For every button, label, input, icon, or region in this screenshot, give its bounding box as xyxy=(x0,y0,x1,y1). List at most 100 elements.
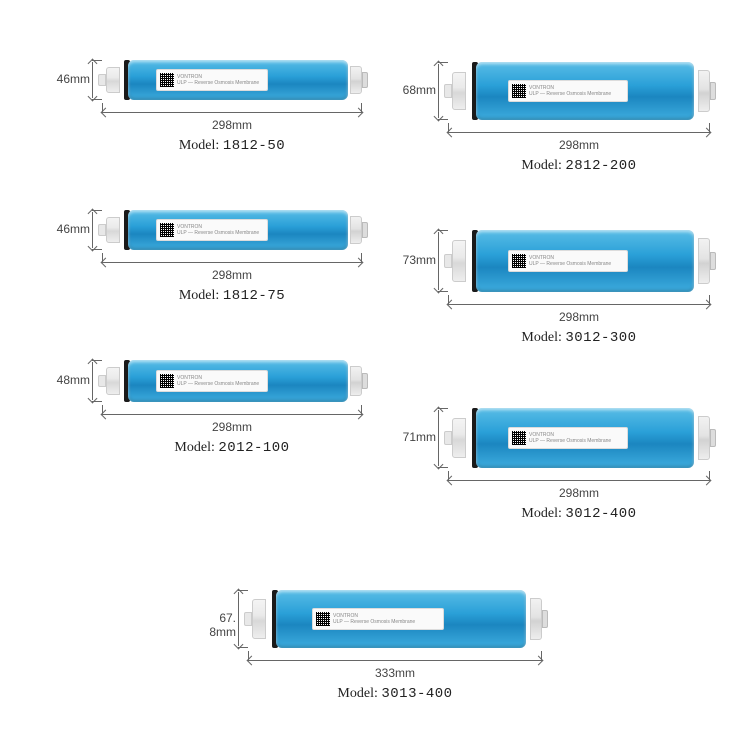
right-cap xyxy=(530,598,542,640)
left-cap xyxy=(452,418,466,458)
width-label: 298mm xyxy=(448,310,710,324)
label-text: VONTRONULP — Reverse Osmosis Membrane xyxy=(333,613,415,625)
height-label: 73mm xyxy=(392,253,436,267)
cartridge: VONTRONULP — Reverse Osmosis Membrane xyxy=(106,210,362,250)
filter-item-1812-75: 46mm VONTRONULP — Reverse Osmosis Membran… xyxy=(52,210,368,320)
model-prefix: Model: xyxy=(174,440,214,455)
width-dimension: 298mm xyxy=(448,476,710,500)
filter-item-2012-100: 48mm VONTRONULP — Reverse Osmosis Membran… xyxy=(52,360,368,472)
product-label: VONTRONULP — Reverse Osmosis Membrane xyxy=(312,608,444,630)
filter-item-3012-300: 73mm VONTRONULP — Reverse Osmosis Membran… xyxy=(398,230,716,362)
model-label: Model: 1812-75 xyxy=(102,288,362,304)
left-cap xyxy=(452,72,466,110)
right-nub xyxy=(710,82,716,100)
height-label: 46mm xyxy=(46,222,90,236)
label-text: VONTRONULP — Reverse Osmosis Membrane xyxy=(177,74,259,86)
height-label: 71mm xyxy=(392,430,436,444)
left-cap xyxy=(106,67,120,93)
product-label: VONTRONULP — Reverse Osmosis Membrane xyxy=(508,427,628,449)
right-nub xyxy=(710,252,716,270)
label-text: VONTRONULP — Reverse Osmosis Membrane xyxy=(529,85,611,97)
label-text: VONTRONULP — Reverse Osmosis Membrane xyxy=(529,255,611,267)
filter-item-3013-400: 67. 8mm VONTRONULP — Reverse Osmosis Memb… xyxy=(198,590,548,718)
height-dimension: 46mm xyxy=(52,210,102,250)
left-nub xyxy=(444,431,452,445)
width-label: 298mm xyxy=(102,420,362,434)
height-label: 67. 8mm xyxy=(192,611,236,639)
width-label: 333mm xyxy=(248,666,542,680)
right-nub xyxy=(710,429,716,447)
product-label: VONTRONULP — Reverse Osmosis Membrane xyxy=(508,80,628,102)
qr-code-icon xyxy=(160,374,174,388)
right-nub xyxy=(542,610,548,628)
model-value: 1812-50 xyxy=(223,138,285,154)
model-value: 3013-400 xyxy=(381,686,452,702)
label-text: VONTRONULP — Reverse Osmosis Membrane xyxy=(177,375,259,387)
model-prefix: Model: xyxy=(521,330,561,345)
height-label: 68mm xyxy=(392,83,436,97)
width-dimension: 298mm xyxy=(448,300,710,324)
right-cap xyxy=(698,238,710,284)
left-nub xyxy=(98,375,106,387)
qr-code-icon xyxy=(316,612,330,626)
right-nub xyxy=(362,72,368,88)
width-label: 298mm xyxy=(102,268,362,282)
right-cap xyxy=(350,216,362,244)
right-cap xyxy=(698,70,710,112)
height-dimension: 67. 8mm xyxy=(198,590,248,648)
width-dimension: 333mm xyxy=(248,656,542,680)
cartridge: VONTRONULP — Reverse Osmosis Membrane xyxy=(106,360,362,402)
height-dimension: 73mm xyxy=(398,230,448,292)
qr-code-icon xyxy=(512,254,526,268)
width-dimension: 298mm xyxy=(102,108,362,132)
height-label: 46mm xyxy=(46,72,90,86)
model-label: Model: 2012-100 xyxy=(102,440,362,456)
cartridge: VONTRONULP — Reverse Osmosis Membrane xyxy=(452,62,710,120)
left-nub xyxy=(444,254,452,268)
product-label: VONTRONULP — Reverse Osmosis Membrane xyxy=(156,69,268,91)
height-dimension: 48mm xyxy=(52,360,102,402)
model-label: Model: 3012-300 xyxy=(448,330,710,346)
width-label: 298mm xyxy=(448,486,710,500)
height-dimension: 46mm xyxy=(52,60,102,100)
width-dimension: 298mm xyxy=(102,258,362,282)
filter-item-3012-400: 71mm VONTRONULP — Reverse Osmosis Membran… xyxy=(398,408,716,538)
width-dimension: 298mm xyxy=(102,410,362,434)
height-dimension: 71mm xyxy=(398,408,448,468)
model-value: 2812-200 xyxy=(565,158,636,174)
label-text: VONTRONULP — Reverse Osmosis Membrane xyxy=(529,432,611,444)
model-label: Model: 1812-50 xyxy=(102,138,362,154)
left-nub xyxy=(98,224,106,236)
model-prefix: Model: xyxy=(179,288,219,303)
left-nub xyxy=(98,74,106,86)
cartridge: VONTRONULP — Reverse Osmosis Membrane xyxy=(106,60,362,100)
filter-item-2812-200: 68mm VONTRONULP — Reverse Osmosis Membran… xyxy=(398,62,716,190)
cartridge: VONTRONULP — Reverse Osmosis Membrane xyxy=(252,590,542,648)
right-cap xyxy=(350,66,362,94)
model-prefix: Model: xyxy=(337,686,377,701)
model-prefix: Model: xyxy=(521,158,561,173)
product-label: VONTRONULP — Reverse Osmosis Membrane xyxy=(508,250,628,272)
model-value: 3012-400 xyxy=(565,506,636,522)
left-nub xyxy=(444,84,452,98)
width-label: 298mm xyxy=(102,118,362,132)
model-label: Model: 3013-400 xyxy=(248,686,542,702)
model-prefix: Model: xyxy=(521,506,561,521)
width-label: 298mm xyxy=(448,138,710,152)
height-dimension: 68mm xyxy=(398,62,448,120)
left-cap xyxy=(106,367,120,395)
left-cap xyxy=(452,240,466,282)
cartridge: VONTRONULP — Reverse Osmosis Membrane xyxy=(452,230,710,292)
cartridge: VONTRONULP — Reverse Osmosis Membrane xyxy=(452,408,710,468)
model-label: Model: 3012-400 xyxy=(448,506,710,522)
qr-code-icon xyxy=(160,223,174,237)
filter-item-1812-50: 46mm VONTRONULP — Reverse Osmosis Membran… xyxy=(52,60,368,170)
qr-code-icon xyxy=(512,84,526,98)
right-cap xyxy=(350,366,362,396)
right-cap xyxy=(698,416,710,460)
left-nub xyxy=(244,612,252,626)
model-label: Model: 2812-200 xyxy=(448,158,710,174)
qr-code-icon xyxy=(512,431,526,445)
product-label: VONTRONULP — Reverse Osmosis Membrane xyxy=(156,219,268,241)
right-nub xyxy=(362,222,368,238)
